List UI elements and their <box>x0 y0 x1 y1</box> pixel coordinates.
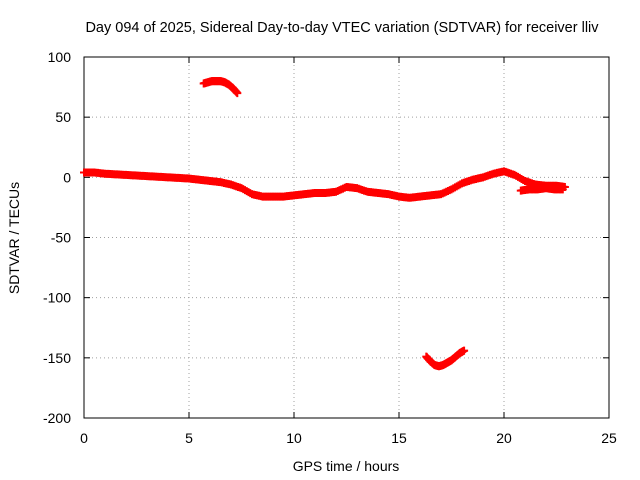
series-lower-arc <box>422 346 469 371</box>
x-tick-label: 20 <box>496 430 512 446</box>
data-point <box>558 185 567 194</box>
y-axis-label: SDTVAR / TECUs <box>6 182 22 294</box>
data-point <box>233 89 242 98</box>
chart-title: Day 094 of 2025, Sidereal Day-to-day VTE… <box>85 20 599 36</box>
x-tick-label: 15 <box>391 430 407 446</box>
y-tick-label: 100 <box>48 49 72 65</box>
x-axis-ticks: 0 5 10 15 20 25 <box>80 57 617 446</box>
data-points <box>80 77 569 371</box>
data-point <box>460 346 469 355</box>
x-tick-label: 0 <box>80 430 88 446</box>
x-tick-label: 10 <box>286 430 302 446</box>
y-tick-label: -50 <box>51 230 71 246</box>
x-axis-label: GPS time / hours <box>293 458 400 474</box>
y-tick-label: 50 <box>55 109 71 125</box>
y-tick-label: 0 <box>63 169 71 185</box>
plot-frame <box>83 56 610 419</box>
series-main <box>80 167 569 202</box>
y-axis-ticks: -200 -150 -100 -50 0 50 100 <box>43 49 609 426</box>
series-upper-arc <box>199 77 242 98</box>
y-tick-label: -100 <box>43 290 71 306</box>
x-tick-label: 5 <box>185 430 193 446</box>
y-tick-label: -200 <box>43 410 71 426</box>
series-lower-branch <box>516 184 567 195</box>
x-tick-label: 25 <box>601 430 617 446</box>
grid-lines <box>84 57 609 418</box>
y-tick-label: -150 <box>43 350 71 366</box>
